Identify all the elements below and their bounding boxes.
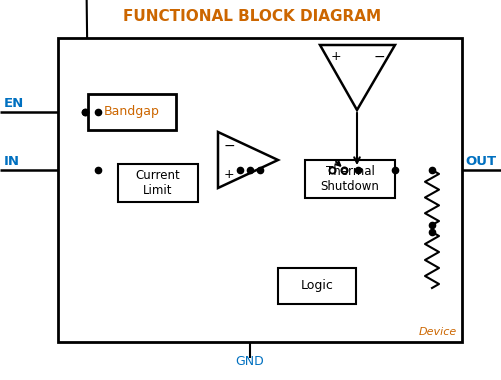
Text: Current
Limit: Current Limit xyxy=(136,169,180,197)
Text: IN: IN xyxy=(4,155,20,168)
Bar xyxy=(88,94,176,130)
Text: +: + xyxy=(223,168,234,180)
Bar xyxy=(118,164,198,202)
Polygon shape xyxy=(218,132,278,188)
Text: −: − xyxy=(223,139,235,153)
Text: −: − xyxy=(373,50,385,64)
Bar xyxy=(305,160,395,198)
Text: Device: Device xyxy=(419,327,457,337)
Text: FUNCTIONAL BLOCK DIAGRAM: FUNCTIONAL BLOCK DIAGRAM xyxy=(123,9,381,24)
Text: Bandgap: Bandgap xyxy=(104,106,160,119)
Polygon shape xyxy=(320,45,395,110)
Text: OUT: OUT xyxy=(466,155,497,168)
Bar xyxy=(58,38,462,342)
Text: Logic: Logic xyxy=(301,280,334,293)
Text: Thermal
Shutdown: Thermal Shutdown xyxy=(321,165,379,193)
Text: EN: EN xyxy=(4,97,24,110)
Text: +: + xyxy=(331,51,341,63)
Bar xyxy=(278,268,356,304)
Text: GND: GND xyxy=(235,355,265,368)
